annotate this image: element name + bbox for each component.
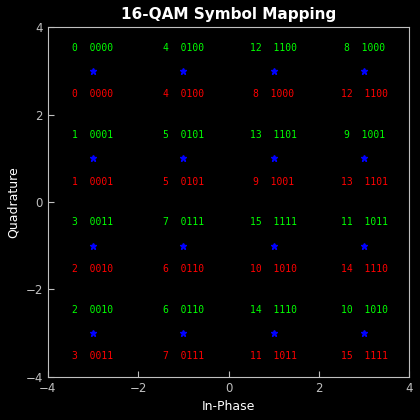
Text: 1  0001: 1 0001 — [72, 177, 113, 186]
Text: 10  1010: 10 1010 — [341, 304, 388, 315]
Text: 0  0000: 0 0000 — [72, 89, 113, 99]
Text: 2  0010: 2 0010 — [72, 304, 113, 315]
Text: 15  1111: 15 1111 — [341, 351, 388, 361]
Text: 8  1000: 8 1000 — [253, 89, 294, 99]
Title: 16-QAM Symbol Mapping: 16-QAM Symbol Mapping — [121, 7, 336, 22]
Text: 11  1011: 11 1011 — [250, 351, 297, 361]
Text: 12  1100: 12 1100 — [250, 42, 297, 52]
Text: 13  1101: 13 1101 — [250, 130, 297, 140]
Text: 8  1000: 8 1000 — [344, 42, 385, 52]
Text: 4  0100: 4 0100 — [163, 42, 204, 52]
X-axis label: In-Phase: In-Phase — [202, 400, 255, 413]
Y-axis label: Quadrature: Quadrature — [7, 166, 20, 238]
Text: 7  0111: 7 0111 — [163, 217, 204, 227]
Text: 5  0101: 5 0101 — [163, 130, 204, 140]
Text: 5  0101: 5 0101 — [163, 177, 204, 186]
Text: 14  1110: 14 1110 — [250, 304, 297, 315]
Text: 0  0000: 0 0000 — [72, 42, 113, 52]
Text: 9  1001: 9 1001 — [253, 177, 294, 186]
Text: 13  1101: 13 1101 — [341, 177, 388, 186]
Text: 11  1011: 11 1011 — [341, 217, 388, 227]
Text: 10  1010: 10 1010 — [250, 264, 297, 274]
Text: 12  1100: 12 1100 — [341, 89, 388, 99]
Text: 6  0110: 6 0110 — [163, 264, 204, 274]
Text: 9  1001: 9 1001 — [344, 130, 385, 140]
Text: 3  0011: 3 0011 — [72, 351, 113, 361]
Text: 3  0011: 3 0011 — [72, 217, 113, 227]
Text: 2  0010: 2 0010 — [72, 264, 113, 274]
Text: 7  0111: 7 0111 — [163, 351, 204, 361]
Text: 15  1111: 15 1111 — [250, 217, 297, 227]
Text: 4  0100: 4 0100 — [163, 89, 204, 99]
Text: 6  0110: 6 0110 — [163, 304, 204, 315]
Text: 1  0001: 1 0001 — [72, 130, 113, 140]
Text: 14  1110: 14 1110 — [341, 264, 388, 274]
